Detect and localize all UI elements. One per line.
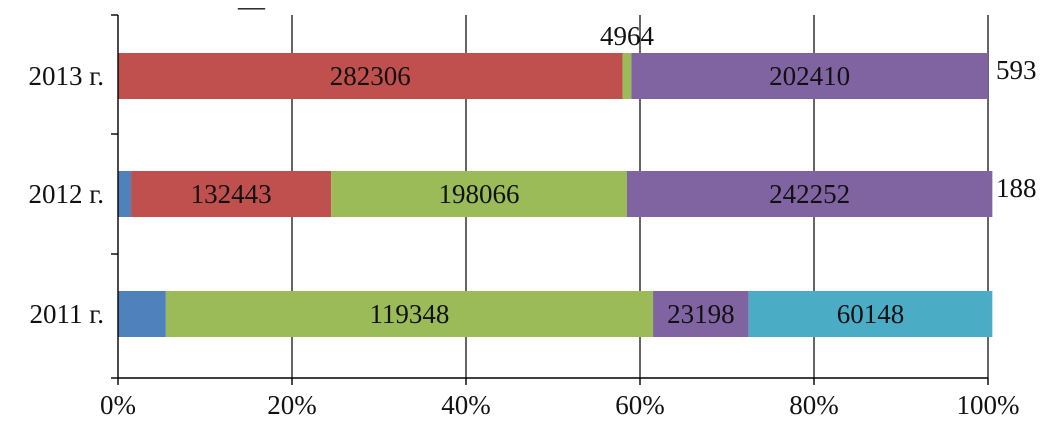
bar-segment (626, 171, 993, 217)
bar-segment (165, 291, 654, 337)
x-tick-label: 20% (267, 390, 317, 420)
bar-segment (118, 171, 132, 217)
data-label: 202410 (769, 61, 850, 91)
data-label: 242252 (769, 179, 850, 209)
category-label: 2013 г. (28, 61, 104, 91)
x-tick-label: 60% (615, 390, 665, 420)
x-tick-label: 100% (957, 390, 1020, 420)
bar-segment (748, 291, 993, 337)
bar-segment (131, 171, 332, 217)
x-tick-label: 80% (789, 390, 839, 420)
axes (111, 14, 989, 385)
data-label: 60148 (837, 299, 905, 329)
title-fragment: __ (237, 0, 266, 12)
bar-segment (622, 53, 632, 99)
data-label: 119348 (369, 299, 449, 329)
bar-segment (118, 53, 623, 99)
data-label: 188 (996, 173, 1037, 203)
bar-segment (118, 291, 166, 337)
data-label: 23198 (667, 299, 735, 329)
data-label: 132443 (191, 179, 272, 209)
data-label: 4964 (600, 21, 655, 51)
labels: 0% 20% 40% 60% 80% 100% 2013 г. 2012 г. 2011 г. 2… (28, 0, 1036, 420)
category-label: 2012 г. (28, 179, 104, 209)
bar-segment (631, 53, 988, 99)
data-label: 593 (996, 55, 1037, 85)
x-tick-label: 0% (100, 390, 136, 420)
x-tick-label: 40% (441, 390, 491, 420)
category-label: 2011 г. (29, 299, 104, 329)
data-label: 198066 (439, 179, 520, 209)
bars (118, 53, 993, 337)
bar-segment (653, 291, 749, 337)
data-label: 282306 (330, 61, 411, 91)
bar-segment (331, 171, 627, 217)
